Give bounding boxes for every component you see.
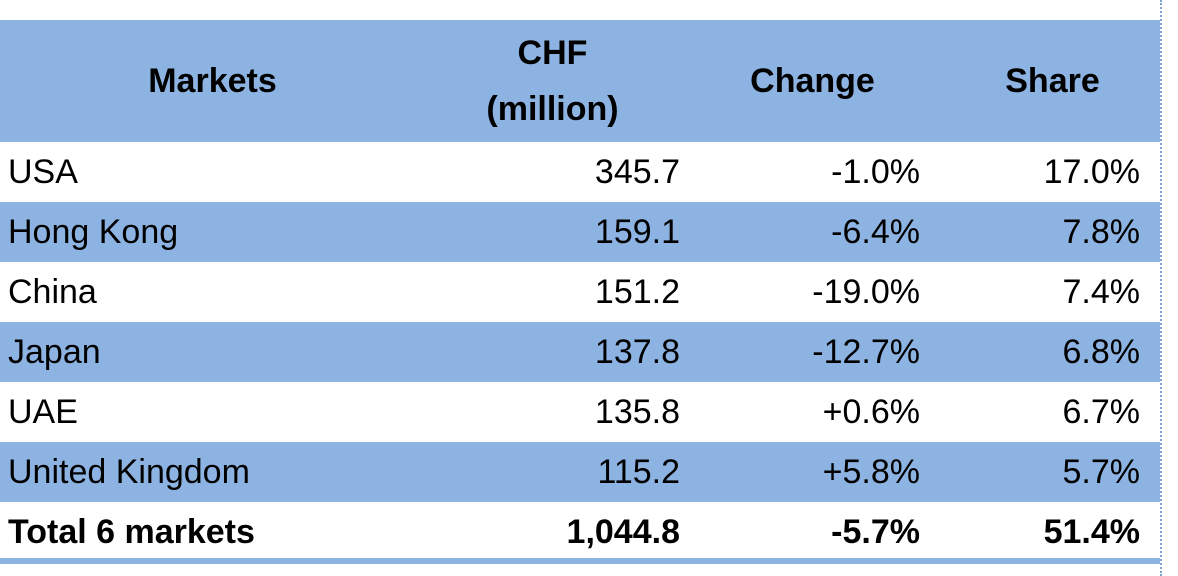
cell-market[interactable]: UAE: [8, 392, 78, 431]
cell-change[interactable]: +5.8%: [822, 452, 920, 491]
header-chf[interactable]: CHF (million): [425, 25, 680, 137]
header-chf-line2: (million): [486, 90, 619, 128]
table-row: Hong Kong 159.1 -6.4% 7.8%: [0, 202, 1160, 262]
cell-share[interactable]: 7.4%: [1062, 272, 1141, 311]
table-row: United Kingdom 115.2 +5.8% 5.7%: [0, 442, 1160, 502]
cell-change[interactable]: -12.7%: [812, 332, 920, 371]
cell-change[interactable]: -19.0%: [812, 272, 920, 311]
header-markets[interactable]: Markets: [148, 62, 277, 100]
table-row: China 151.2 -19.0% 7.4%: [0, 262, 1160, 322]
cell-chf[interactable]: 159.1: [594, 212, 680, 251]
cell-chf[interactable]: 345.7: [594, 152, 680, 191]
cell-total-share[interactable]: 51.4%: [1043, 512, 1140, 551]
cell-market[interactable]: Japan: [8, 332, 101, 371]
cell-chf[interactable]: 151.2: [594, 272, 680, 311]
table-row: UAE 135.8 +0.6% 6.7%: [0, 382, 1160, 442]
cell-share[interactable]: 7.8%: [1062, 212, 1141, 251]
table-header-row: Markets CHF (million) Change Share: [0, 20, 1160, 142]
cell-market[interactable]: USA: [8, 152, 78, 191]
header-change[interactable]: Change: [750, 62, 875, 100]
cell-share[interactable]: 5.7%: [1062, 452, 1141, 491]
bottom-band: [0, 558, 1160, 564]
cell-share[interactable]: 6.8%: [1062, 332, 1141, 371]
cell-share[interactable]: 17.0%: [1043, 152, 1140, 191]
table-total-row: Total 6 markets 1,044.8 -5.7% 51.4%: [0, 502, 1160, 562]
cell-market[interactable]: Hong Kong: [8, 212, 179, 251]
cell-share[interactable]: 6.7%: [1062, 392, 1141, 431]
header-share[interactable]: Share: [1005, 62, 1100, 100]
cell-change[interactable]: +0.6%: [822, 392, 920, 431]
cell-market[interactable]: United Kingdom: [8, 452, 250, 491]
cell-chf[interactable]: 135.8: [594, 392, 680, 431]
table-row: Japan 137.8 -12.7% 6.8%: [0, 322, 1160, 382]
table-row: USA 345.7 -1.0% 17.0%: [0, 142, 1160, 202]
cell-total-change[interactable]: -5.7%: [831, 512, 920, 551]
cell-market[interactable]: China: [8, 272, 97, 311]
cell-chf[interactable]: 115.2: [597, 452, 680, 491]
cell-change[interactable]: -1.0%: [831, 152, 920, 191]
page-break-line: [1160, 0, 1162, 576]
cell-change[interactable]: -6.4%: [831, 212, 920, 251]
header-chf-line1: CHF: [517, 34, 588, 72]
cell-total-chf[interactable]: 1,044.8: [566, 512, 680, 551]
cell-total-market[interactable]: Total 6 markets: [8, 512, 255, 551]
markets-table: Markets CHF (million) Change Share USA 3…: [0, 20, 1160, 562]
cell-chf[interactable]: 137.8: [594, 332, 680, 371]
